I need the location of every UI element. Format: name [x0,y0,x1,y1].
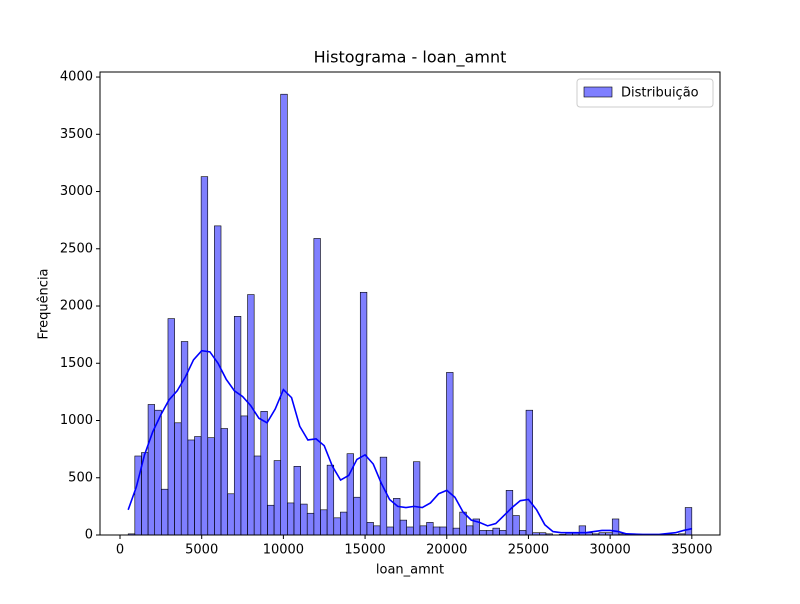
x-tick-label: 35000 [671,543,712,558]
histogram-bar [333,517,341,536]
histogram-bar [340,511,348,536]
histogram-bar [479,530,487,536]
x-tick-label: 15000 [344,543,385,558]
histogram-bar [492,527,500,536]
histogram-bar [293,466,301,536]
histogram-bar [320,509,328,536]
histogram-bar [161,488,169,536]
y-tick-label: 2000 [60,299,93,314]
histogram-bar [413,461,421,536]
histogram-bar [419,525,427,536]
histogram-bar [499,530,507,536]
histogram-bar [353,496,361,536]
histogram-bar [194,436,202,536]
x-tick-label: 20000 [426,543,467,558]
histogram-bar [459,511,467,536]
histogram-bar [426,522,434,536]
histogram-bar [359,291,368,536]
histogram-bar [174,422,182,536]
legend-swatch [583,86,613,98]
x-tick-label: 30000 [589,543,630,558]
y-tick-label: 1500 [60,356,93,371]
histogram-bar [306,512,315,536]
histogram-bar [578,525,587,536]
x-tick-label: 25000 [508,543,549,558]
histogram-bar [273,460,281,536]
histogram-bar [227,493,235,536]
chart-title: Histograma - loan_amnt [314,48,507,68]
histogram-bar [432,526,441,536]
histogram-bar [267,504,275,536]
y-tick-label: 1000 [60,413,93,428]
x-tick-label: 0 [116,543,124,558]
histogram-bar [399,519,407,536]
histogram-bar [439,526,447,536]
histogram-bar [287,502,295,536]
histogram-bar [366,522,374,536]
histogram-bar [220,428,228,536]
legend-label: Distribuição [621,86,699,101]
x-tick-label: 10000 [263,543,304,558]
y-axis-label: Frequência [37,268,52,339]
histogram-bar [280,93,288,536]
histogram-bar [187,439,195,536]
histogram-bar [247,294,255,536]
histogram-bar [147,404,156,536]
histogram-bar [406,526,414,536]
histogram-bar [154,409,162,536]
histogram-bar [253,455,262,536]
histogram-bar [452,527,461,536]
histogram-bar [512,515,520,536]
histogram-bar [313,238,321,536]
x-axis-label: loan_amnt [376,563,444,578]
y-tick-label: 3000 [60,184,93,199]
histogram-bar [466,525,474,536]
histogram-bar [167,318,175,536]
y-tick-label: 0 [85,528,93,543]
x-tick-label: 5000 [185,543,218,558]
histogram-bar [525,409,533,536]
histogram-bar [346,453,354,536]
legend-box [576,78,714,108]
histogram-bar [260,411,268,536]
y-tick-label: 2500 [60,241,93,256]
histogram-bar [446,372,454,536]
histogram-bar [180,341,189,536]
kde-line [127,349,692,536]
histogram-bar [379,456,388,536]
histogram-bar [233,316,242,536]
histogram-bar [684,507,693,536]
histogram-bar [214,225,222,536]
y-tick-label: 4000 [60,70,93,85]
y-tick-label: 500 [68,470,93,485]
axes-frame [99,71,721,536]
histogram-bar [207,437,215,536]
histogram-bar [240,415,248,536]
histogram-bar [373,525,381,536]
y-tick-label: 3500 [60,127,93,142]
histogram-bar [326,464,335,536]
histogram-bar [611,518,620,536]
histogram-bar [200,176,209,536]
histogram-bar [485,530,494,536]
histogram-bar [519,530,527,536]
histogram-bar [300,503,308,536]
histogram-bar [386,526,394,536]
